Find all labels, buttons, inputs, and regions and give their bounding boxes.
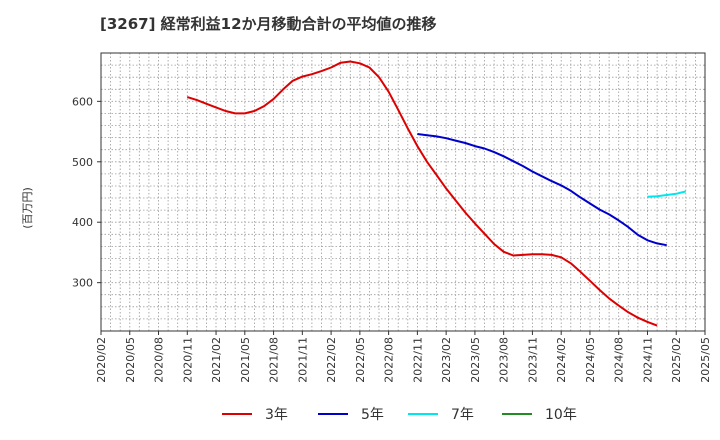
x-tick-label: 2020/05 — [124, 337, 137, 383]
x-tick-label: 2020/02 — [95, 337, 108, 383]
y-tick-label: 600 — [72, 95, 93, 108]
x-tick-label: 2022/02 — [325, 337, 338, 383]
x-tick-label: 2021/02 — [210, 337, 223, 383]
x-tick-label: 2020/11 — [181, 337, 194, 383]
legend: 3年 5年 7年 10年 — [222, 407, 577, 423]
x-tick-label: 2020/08 — [153, 337, 166, 383]
legend-label-0: 3年 — [265, 407, 288, 423]
y-tick-label: 500 — [72, 156, 93, 169]
x-tick-label: 2023/11 — [526, 337, 539, 383]
grid-layer — [101, 53, 705, 331]
series-line-1 — [417, 133, 667, 247]
legend-label-3: 10年 — [545, 407, 577, 423]
x-tick-label: 2022/08 — [383, 337, 396, 383]
series-layer — [187, 60, 687, 327]
x-tick-labels: 2020/02 2020/05 2020/08 2020/11 2021/02 2021/… — [95, 331, 712, 383]
x-tick-label: 2024/11 — [641, 337, 654, 383]
series-line-0 — [187, 60, 658, 327]
x-tick-label: 2023/08 — [498, 337, 511, 383]
x-tick-label: 2024/08 — [613, 337, 626, 383]
plot-frame — [100, 52, 706, 332]
x-tick-label: 2025/05 — [699, 337, 712, 383]
x-tick-label: 2021/08 — [268, 337, 281, 383]
legend-label-1: 5年 — [361, 407, 384, 423]
y-tick-labels: 300 400 500 600 — [72, 95, 101, 290]
chart-title: [3267] 経常利益12か月移動合計の平均値の推移 — [100, 15, 437, 33]
x-tick-label: 2024/02 — [555, 337, 568, 383]
y-tick-label: 300 — [72, 277, 93, 290]
x-tick-label: 2023/05 — [469, 337, 482, 383]
y-tick-label: 400 — [72, 216, 93, 229]
x-tick-label: 2021/05 — [239, 337, 252, 383]
series-line-2 — [647, 190, 687, 198]
legend-label-2: 7年 — [451, 407, 474, 423]
x-tick-label: 2022/11 — [411, 337, 424, 383]
x-tick-label: 2025/02 — [670, 337, 683, 383]
x-tick-label: 2021/11 — [296, 337, 309, 383]
x-tick-label: 2022/05 — [354, 337, 367, 383]
x-tick-label: 2024/05 — [584, 337, 597, 383]
x-tick-label: 2023/02 — [440, 337, 453, 383]
